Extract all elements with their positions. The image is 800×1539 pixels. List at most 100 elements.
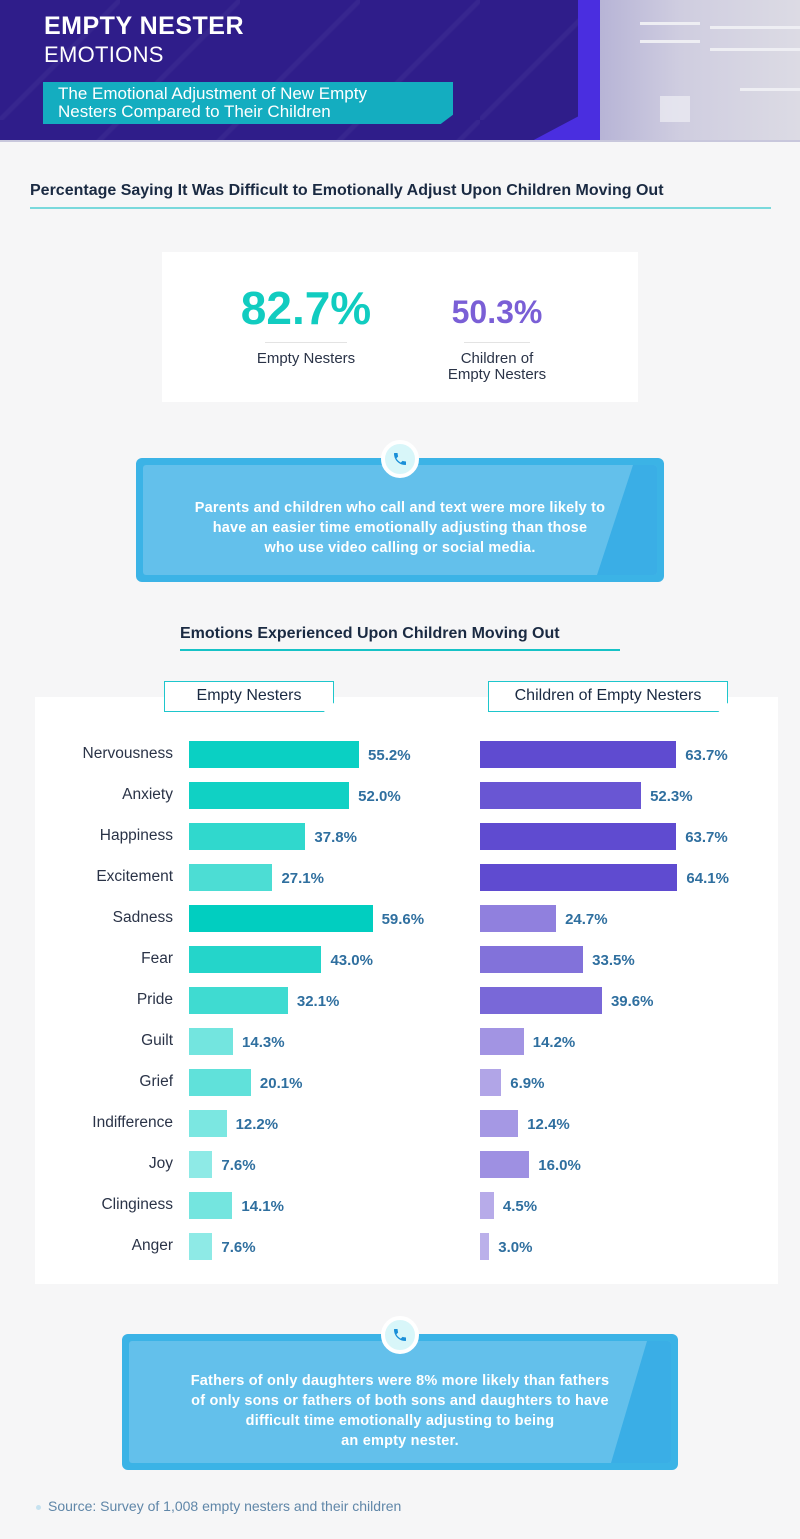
bar-empty-nesters — [189, 782, 350, 809]
emotions-chart-panel — [35, 697, 778, 1284]
callout-text: Fathers of only daughters were 8% more l… — [129, 1371, 671, 1451]
bar-value-label: 20.1% — [259, 1075, 303, 1092]
bar-value-label: 16.0% — [538, 1157, 581, 1174]
category-label: Pride — [136, 991, 173, 1008]
stat-children: 50.3% Children of Empty Nesters — [432, 292, 562, 383]
callout-line: who use video calling or social media. — [264, 540, 536, 556]
category-label: Anger — [131, 1237, 173, 1254]
bar-empty-nesters — [189, 1028, 234, 1055]
bar-children — [480, 1069, 502, 1096]
stat-divider — [265, 342, 347, 343]
category-label: Fear — [141, 950, 173, 967]
bar-value-label: 7.6% — [221, 1239, 256, 1256]
bar-empty-nesters — [189, 1192, 233, 1219]
bar-value-label: 24.7% — [565, 911, 608, 928]
category-label: Anxiety — [122, 786, 173, 803]
category-label: Nervousness — [82, 745, 173, 762]
stat-divider — [464, 342, 530, 343]
bar-children — [480, 864, 678, 891]
bar-empty-nesters — [189, 1069, 251, 1096]
callout-line: Fathers of only daughters were 8% more l… — [190, 1373, 610, 1389]
bar-value-label: 64.1% — [686, 870, 729, 887]
bar-empty-nesters — [189, 741, 360, 768]
bar-empty-nesters — [189, 864, 273, 891]
stat-empty-nesters: 82.7% Empty Nesters — [226, 282, 386, 367]
callout-fathers: Fathers of only daughters were 8% more l… — [122, 1334, 678, 1470]
bar-children — [480, 987, 602, 1014]
bar-value-label: 52.3% — [650, 788, 693, 805]
bar-value-label: 63.7% — [685, 829, 728, 846]
stat-label-line1: Children of — [460, 350, 534, 367]
bar-children — [480, 1110, 519, 1137]
bar-value-label: 55.2% — [368, 747, 411, 764]
source-note: Source: Survey of 1,008 empty nesters an… — [48, 1498, 402, 1514]
page-title-line2: EMOTIONS — [44, 42, 164, 67]
bar-empty-nesters — [189, 1110, 227, 1137]
difficulty-stat-card: 82.7% Empty Nesters 50.3% Children of Em… — [162, 252, 638, 402]
bar-empty-nesters — [189, 1233, 213, 1260]
stat-label-line2: Empty Nesters — [447, 366, 547, 383]
source-bullet — [36, 1505, 41, 1510]
bar-value-label: 4.5% — [502, 1198, 538, 1215]
category-label: Clinginess — [101, 1196, 173, 1213]
bar-children — [480, 1233, 490, 1260]
phone-icon — [381, 440, 419, 478]
subtitle-banner: The Emotional Adjustment of New Empty Ne… — [43, 82, 453, 124]
bar-children — [480, 905, 557, 932]
callout-line: have an easier time emotionally adjustin… — [212, 520, 588, 536]
difficulty-section-title: Percentage Saying It Was Difficult to Em… — [30, 182, 664, 199]
category-label: Happiness — [99, 827, 173, 844]
subtitle-line1: The Emotional Adjustment of New Empty — [58, 84, 367, 103]
stat-value: 82.7% — [240, 282, 372, 334]
category-label: Sadness — [112, 909, 173, 926]
emotions-chart-title: Emotions Experienced Upon Children Movin… — [180, 625, 560, 642]
bar-value-label: 39.6% — [610, 993, 654, 1010]
bar-children — [480, 1028, 524, 1055]
category-label: Excitement — [96, 868, 173, 885]
bar-value-label: 12.4% — [527, 1116, 570, 1133]
bar-value-label: 14.1% — [241, 1198, 284, 1215]
header-room-photo — [600, 0, 800, 142]
stat-label: Empty Nesters — [256, 350, 356, 367]
bar-value-label: 14.2% — [532, 1034, 576, 1051]
page-title: EMPTY NESTER — [44, 12, 245, 40]
legend-empty-nesters: Empty Nesters — [164, 681, 334, 712]
legend-children: Children of Empty Nesters — [488, 681, 728, 712]
bar-value-label: 14.3% — [242, 1034, 285, 1051]
bar-value-label: 12.2% — [235, 1116, 279, 1133]
bar-empty-nesters — [189, 987, 288, 1014]
bar-empty-nesters — [189, 946, 322, 973]
bar-value-label: 33.5% — [592, 952, 635, 969]
callout-line: Parents and children who call and text w… — [194, 500, 606, 516]
bar-empty-nesters — [189, 905, 373, 932]
section-title-underline — [30, 207, 771, 209]
bar-children — [480, 823, 677, 850]
bar-children — [480, 1151, 530, 1178]
header-divider — [0, 140, 800, 142]
bar-children — [480, 946, 584, 973]
callout-communication: Parents and children who call and text w… — [136, 458, 664, 582]
callout-line: difficult time emotionally adjusting to … — [245, 1413, 555, 1429]
category-label: Guilt — [141, 1032, 173, 1049]
bar-value-label: 27.1% — [281, 870, 324, 887]
stat-value: 50.3% — [451, 294, 543, 330]
category-label: Indifference — [92, 1114, 173, 1131]
category-label: Grief — [139, 1073, 173, 1090]
bar-value-label: 43.0% — [330, 952, 373, 969]
callout-text: Parents and children who call and text w… — [143, 498, 657, 558]
category-label: Joy — [148, 1155, 173, 1172]
bar-value-label: 3.0% — [498, 1239, 533, 1256]
bar-children — [480, 741, 677, 768]
bar-empty-nesters — [189, 1151, 213, 1178]
section-title-underline — [180, 649, 620, 651]
bar-value-label: 59.6% — [381, 911, 425, 928]
callout-line: of only sons or fathers of both sons and… — [191, 1393, 609, 1409]
bar-children — [480, 1192, 494, 1219]
bar-empty-nesters — [189, 823, 306, 850]
header-banner: EMPTY NESTER EMOTIONS The Emotional Adju… — [0, 0, 800, 142]
bar-value-label: 52.0% — [358, 788, 401, 805]
bar-value-label: 6.9% — [510, 1075, 545, 1092]
bar-value-label: 32.1% — [296, 993, 340, 1010]
bar-value-label: 63.7% — [685, 747, 728, 764]
bar-value-label: 7.6% — [221, 1157, 256, 1174]
